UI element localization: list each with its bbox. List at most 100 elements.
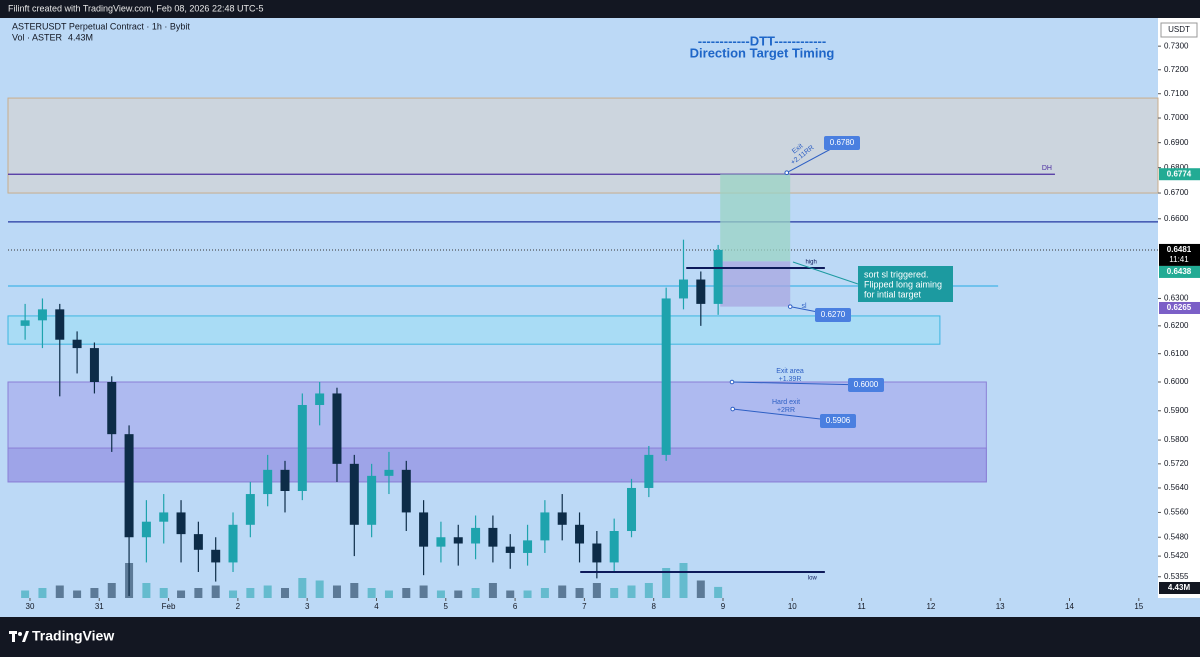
target-label: 0.6000 bbox=[854, 380, 879, 389]
price-label-box bbox=[1159, 243, 1200, 266]
logo-mark bbox=[22, 631, 29, 642]
x-tick-label: 30 bbox=[26, 602, 35, 611]
candle-body bbox=[141, 521, 151, 538]
attribution: Filinft created with TradingView.com, Fe… bbox=[8, 3, 263, 13]
volume-bar bbox=[644, 583, 653, 598]
volume-bar bbox=[21, 590, 30, 598]
volume-bar bbox=[281, 588, 290, 598]
x-tick-label: 13 bbox=[996, 602, 1005, 611]
candle-body bbox=[401, 469, 411, 513]
currency-box bbox=[1160, 22, 1198, 38]
target-anchor bbox=[784, 170, 790, 176]
candle-body bbox=[349, 463, 359, 525]
y-tick-label: 0.5480 bbox=[1164, 532, 1189, 541]
candle-body bbox=[678, 279, 688, 299]
comment-line: for intial target bbox=[864, 289, 922, 299]
candle-body bbox=[55, 309, 65, 340]
target-connector bbox=[731, 381, 867, 386]
candle-body bbox=[37, 309, 47, 321]
candle-body bbox=[107, 382, 117, 435]
target-note: Hard exit+2RR bbox=[772, 399, 800, 414]
candle-body bbox=[627, 487, 637, 532]
target-box bbox=[720, 174, 791, 262]
x-tick-label: 2 bbox=[236, 602, 241, 611]
target-label: 0.5906 bbox=[826, 416, 851, 425]
heading: Direction Target Timing bbox=[690, 45, 835, 60]
volume-bar bbox=[107, 583, 116, 598]
target-label: 0.6270 bbox=[821, 310, 846, 319]
price-label-box bbox=[1159, 168, 1200, 181]
logo bbox=[9, 631, 29, 642]
level-label: DH bbox=[1042, 165, 1052, 172]
candle-body bbox=[713, 249, 723, 304]
heading: ------------DTT------------ bbox=[698, 33, 826, 48]
target-note-line: +2RR bbox=[777, 407, 795, 414]
x-tick-label: 3 bbox=[305, 602, 310, 611]
comment-line: Flipped long aiming bbox=[864, 279, 942, 289]
volume-bar bbox=[367, 588, 376, 598]
candle-body bbox=[245, 494, 255, 525]
target-anchor bbox=[729, 379, 735, 385]
volume-bar bbox=[159, 588, 168, 598]
target-tag bbox=[820, 414, 856, 428]
candle-body bbox=[505, 546, 515, 553]
target-tag bbox=[848, 378, 884, 392]
candle-body bbox=[523, 540, 533, 553]
x-tick-label: 4 bbox=[374, 602, 379, 611]
candle-body bbox=[159, 512, 169, 522]
y-tick-label: 0.6700 bbox=[1164, 188, 1189, 197]
y-tick-label: 0.5900 bbox=[1164, 406, 1189, 415]
volume-bar bbox=[177, 590, 186, 598]
candle-body bbox=[419, 512, 429, 547]
footer bbox=[0, 617, 1200, 657]
target-note: Exit area+1.39R bbox=[776, 368, 804, 383]
volume-bar bbox=[506, 590, 515, 598]
price-label-sub: 11:41 bbox=[1169, 255, 1189, 264]
y-tick-label: 0.6900 bbox=[1164, 138, 1189, 147]
volume-bar bbox=[714, 586, 723, 598]
candle-body bbox=[263, 469, 273, 495]
zone bbox=[7, 97, 1159, 194]
volume-bar bbox=[523, 590, 532, 598]
candle-body bbox=[20, 320, 30, 326]
volume-bar bbox=[194, 588, 203, 598]
y-tick-label: 0.5720 bbox=[1164, 459, 1189, 468]
target-note-line: sl bbox=[801, 303, 807, 310]
volume-axis-label: 4.43M bbox=[1168, 583, 1191, 592]
logo-mark bbox=[18, 632, 22, 636]
x-tick-label: 15 bbox=[1134, 602, 1143, 611]
volume-bar bbox=[627, 585, 636, 598]
candle-body bbox=[575, 524, 585, 544]
y-tick-label: 0.6000 bbox=[1164, 377, 1189, 386]
candle-body bbox=[367, 475, 377, 525]
y-tick-label: 0.7100 bbox=[1164, 89, 1189, 98]
x-tick-label: 5 bbox=[444, 602, 449, 611]
candle-body bbox=[661, 298, 671, 455]
comment-line: sort sl triggered. bbox=[864, 269, 929, 279]
currency: USDT bbox=[1168, 25, 1190, 34]
volume-bar bbox=[402, 588, 411, 598]
candle-body bbox=[332, 393, 342, 464]
price-label-box bbox=[1159, 265, 1200, 278]
brand: TradingView bbox=[32, 628, 114, 644]
x-tick-label: 12 bbox=[926, 602, 935, 611]
candle-body bbox=[280, 469, 290, 492]
y-tick-label: 0.5800 bbox=[1164, 435, 1189, 444]
candle-body bbox=[211, 549, 221, 563]
candle-body bbox=[384, 469, 394, 476]
candle-body bbox=[72, 339, 82, 349]
volume-bar bbox=[662, 568, 671, 598]
candle-body bbox=[644, 454, 654, 488]
x-tick-label: 9 bbox=[721, 602, 726, 611]
chart-title: ASTERUSDT Perpetual Contract · 1h · Bybi… bbox=[12, 21, 190, 31]
y-tick-label: 0.6100 bbox=[1164, 349, 1189, 358]
marker-label: low bbox=[808, 576, 818, 582]
volume-bar bbox=[540, 588, 549, 598]
target-note-line: Hard exit bbox=[772, 399, 800, 406]
y-tick-label: 0.7000 bbox=[1164, 113, 1189, 122]
candle-body bbox=[176, 512, 186, 535]
x-tick-label: 7 bbox=[582, 602, 587, 611]
y-tick-label: 0.5420 bbox=[1164, 551, 1189, 560]
